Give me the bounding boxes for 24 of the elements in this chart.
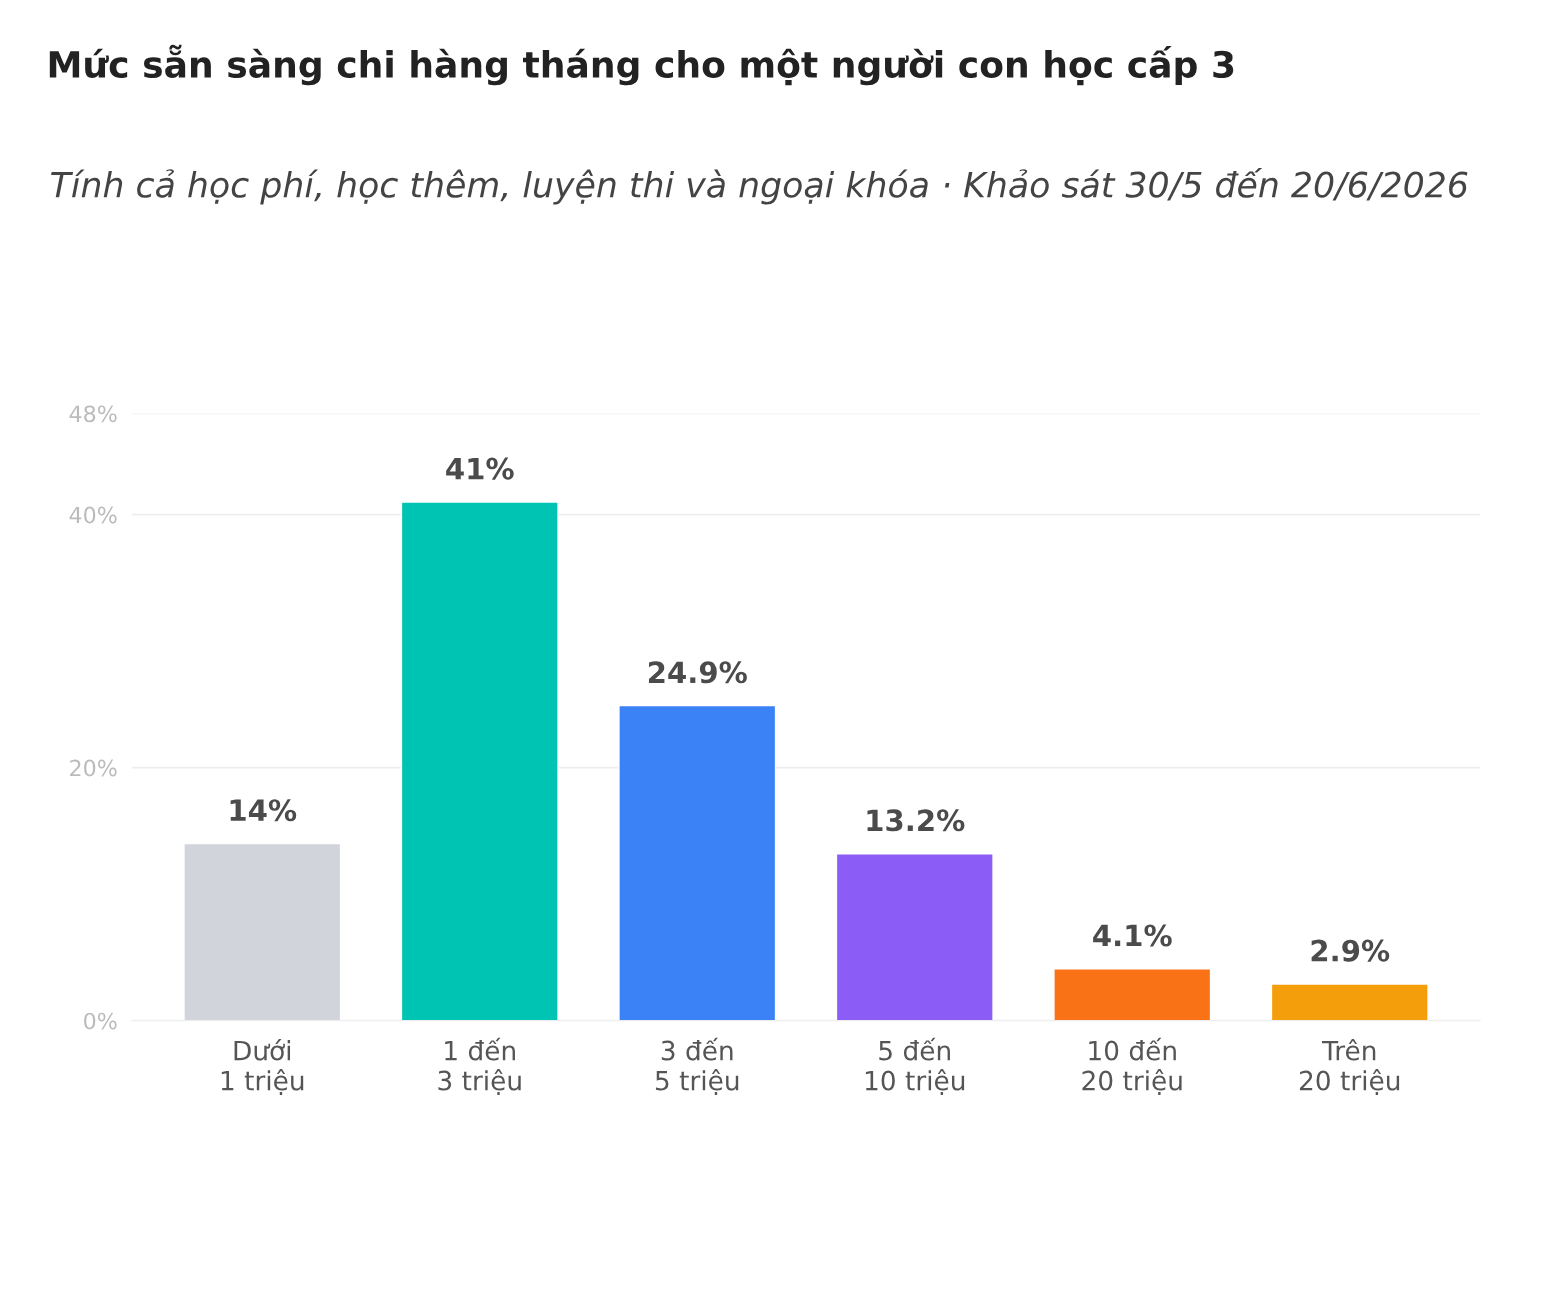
data-label: 4.1% <box>1093 924 1172 947</box>
data-label: 14% <box>230 799 297 822</box>
chart-title: Mức sẵn sàng chi hàng tháng cho một người con học cấp 3 <box>49 44 1234 86</box>
bar <box>183 842 342 1021</box>
y-tick-label: 40% <box>69 506 117 524</box>
x-tick-label: Trên 20 triệu <box>1299 1039 1400 1096</box>
data-label: 41% <box>446 457 514 480</box>
chart-subtitle: Tính cả học phí, học thêm, luyện thi và ngoại khóa · Khảo sát 30/5 đến 20/6/2026 <box>51 167 1468 205</box>
bar <box>1053 968 1212 1021</box>
data-label: 2.9% <box>1311 939 1390 962</box>
bar <box>835 852 994 1021</box>
data-label: 13.2% <box>867 809 965 832</box>
y-tick-label: 0% <box>84 1012 117 1030</box>
x-tick-label: 10 đến 20 triệu <box>1082 1037 1182 1096</box>
data-label: 24.9% <box>648 661 747 684</box>
x-tick-label: 3 đến 5 triệu <box>655 1037 739 1096</box>
bar <box>400 501 559 1021</box>
x-tick-label: Dưới 1 triệu <box>221 1039 304 1096</box>
bar <box>618 704 777 1021</box>
bar <box>1270 983 1429 1021</box>
y-tick-label: 20% <box>70 759 117 777</box>
x-tick-label: 5 đến 10 triệu <box>865 1037 965 1096</box>
x-tick-label: 1 đến 3 triệu <box>438 1037 521 1096</box>
y-tick-label: 48% <box>69 405 117 423</box>
